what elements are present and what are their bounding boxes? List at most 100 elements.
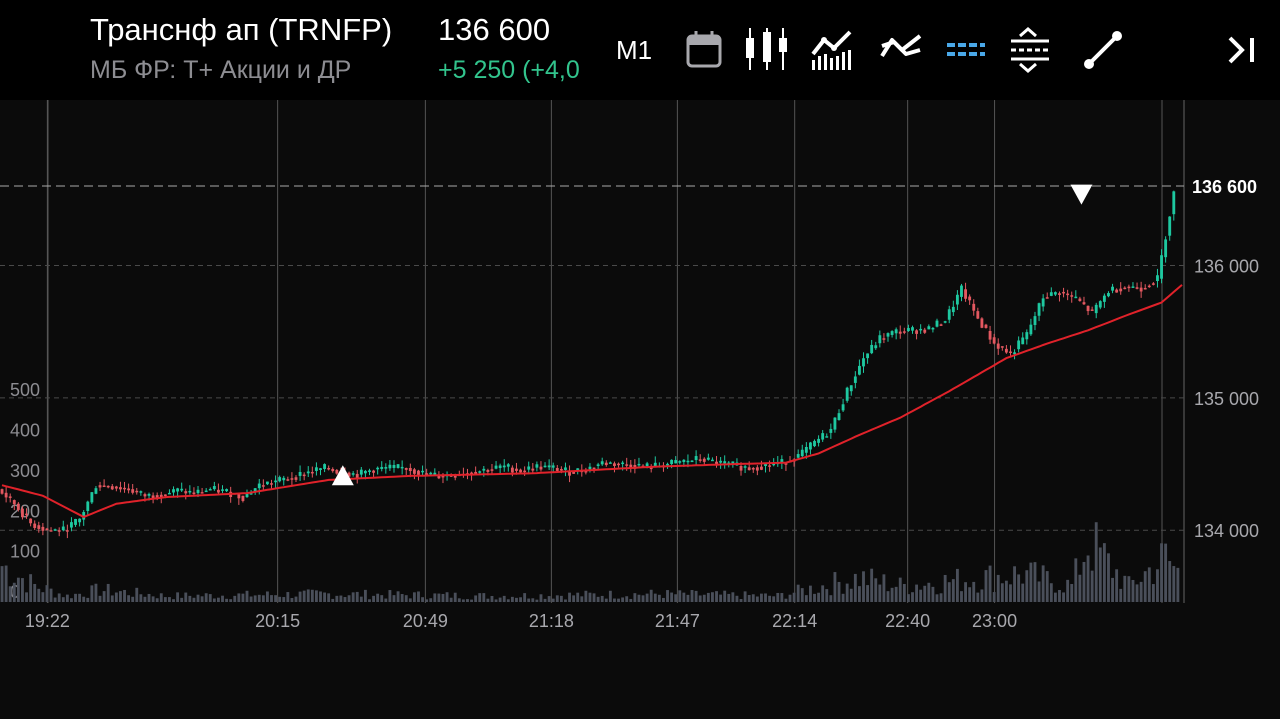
candle-body — [996, 343, 1000, 349]
candle-body — [302, 474, 306, 477]
volume-bar — [768, 595, 772, 602]
instrument-title[interactable]: Транснф ап (TRNFP) — [90, 12, 393, 47]
time-tick-label: 20:15 — [255, 611, 300, 631]
volume-bar — [396, 591, 400, 602]
volume-bar — [482, 593, 486, 602]
volume-bar — [506, 599, 510, 602]
volume-bar — [359, 596, 363, 602]
indicators-icon[interactable] — [810, 26, 854, 74]
volume-bar — [392, 595, 396, 602]
volume-bar — [400, 594, 404, 602]
volume-bar — [208, 594, 212, 602]
volume-bar — [86, 597, 90, 602]
volume-bar — [425, 599, 429, 602]
chart-area[interactable]: 19:22 20:15 20:49 21:18 21:47 22:14 22:40 23:00… — [0, 100, 1280, 719]
volume-bar — [192, 597, 196, 602]
volume-bar — [919, 589, 923, 602]
candle-body — [760, 466, 763, 470]
candle-body — [33, 523, 37, 528]
candle-body — [506, 464, 510, 467]
volume-bar — [114, 592, 118, 602]
volume-bar — [894, 586, 898, 602]
candle-body — [960, 285, 963, 297]
volume-bar — [163, 597, 167, 602]
time-tick-label: 22:40 — [885, 611, 930, 631]
price-chart[interactable]: 19:22 20:15 20:49 21:18 21:47 22:14 22:40 23:00… — [0, 100, 1280, 719]
candle-body — [1078, 298, 1082, 302]
candle-body — [772, 463, 776, 466]
volume-bar — [698, 595, 702, 602]
candle-body — [980, 318, 984, 328]
calendar-icon[interactable] — [683, 26, 727, 74]
levels-icon[interactable] — [944, 26, 988, 74]
candle-body — [196, 489, 200, 494]
volume-bar — [331, 598, 335, 602]
candle-body — [519, 469, 522, 473]
volume-bar — [800, 588, 804, 602]
candle-body — [613, 463, 616, 466]
volume-bar — [845, 583, 849, 602]
volume-bar — [376, 593, 380, 602]
candle-body — [531, 468, 535, 471]
volume-bar — [902, 583, 906, 602]
candle-body — [804, 446, 808, 453]
candle-body — [204, 490, 208, 493]
candle-body — [637, 463, 641, 466]
fibonacci-icon[interactable] — [1008, 26, 1052, 74]
candle-body — [1168, 216, 1172, 236]
volume-bar — [1004, 580, 1008, 602]
candles-icon[interactable] — [745, 26, 789, 74]
volume-bar — [151, 596, 155, 602]
volume-bar — [253, 595, 257, 602]
candle-body — [1143, 287, 1147, 290]
volume-bar — [535, 599, 539, 602]
volume-bar — [523, 593, 527, 602]
volume-bar — [457, 598, 461, 602]
volume-bar — [21, 578, 24, 602]
volume-bar — [1066, 579, 1070, 602]
candle-body — [751, 467, 755, 470]
volume-bar — [1102, 543, 1106, 602]
volume-bar — [449, 597, 453, 602]
volume-bar — [727, 593, 731, 602]
volume-bar — [968, 587, 972, 602]
candle-body — [388, 464, 392, 469]
volume-bar — [772, 596, 776, 602]
volume-bar — [600, 595, 604, 602]
volume-bar — [261, 595, 265, 602]
candle-body — [449, 475, 453, 477]
volume-bar — [1041, 565, 1045, 602]
volume-bar — [976, 592, 980, 602]
volume-bar — [204, 593, 208, 602]
candle-body — [588, 466, 592, 470]
volume-bar — [923, 585, 927, 602]
volume-bar — [555, 595, 559, 602]
volume-bar — [351, 592, 355, 602]
volume-bar — [180, 597, 184, 602]
volume-bar — [853, 573, 857, 602]
candle-body — [547, 465, 551, 468]
volume-bar — [1176, 567, 1180, 602]
volume-bar — [527, 598, 531, 602]
volume-bar — [821, 585, 825, 602]
candle-body — [4, 492, 8, 498]
volume-bar — [649, 589, 653, 602]
volume-bar — [139, 594, 143, 602]
candle-body — [127, 488, 131, 491]
volume-bar — [653, 593, 657, 602]
timeframe-button[interactable]: M1 — [616, 35, 653, 65]
candle-body — [870, 344, 874, 354]
compare-icon[interactable] — [880, 26, 924, 74]
candle-body — [400, 466, 404, 469]
candle-body — [1086, 305, 1090, 312]
volume-bar — [617, 598, 620, 602]
time-tick-label: 23:00 — [972, 611, 1017, 631]
volume-bar — [233, 595, 237, 602]
volume-bar — [1111, 577, 1114, 602]
candle-body — [551, 465, 555, 468]
volume-bar — [1013, 566, 1016, 602]
go-to-latest-icon[interactable] — [1222, 26, 1266, 74]
trendline-icon[interactable] — [1081, 26, 1125, 74]
volume-bar — [796, 584, 800, 602]
volume-bar — [743, 591, 747, 602]
